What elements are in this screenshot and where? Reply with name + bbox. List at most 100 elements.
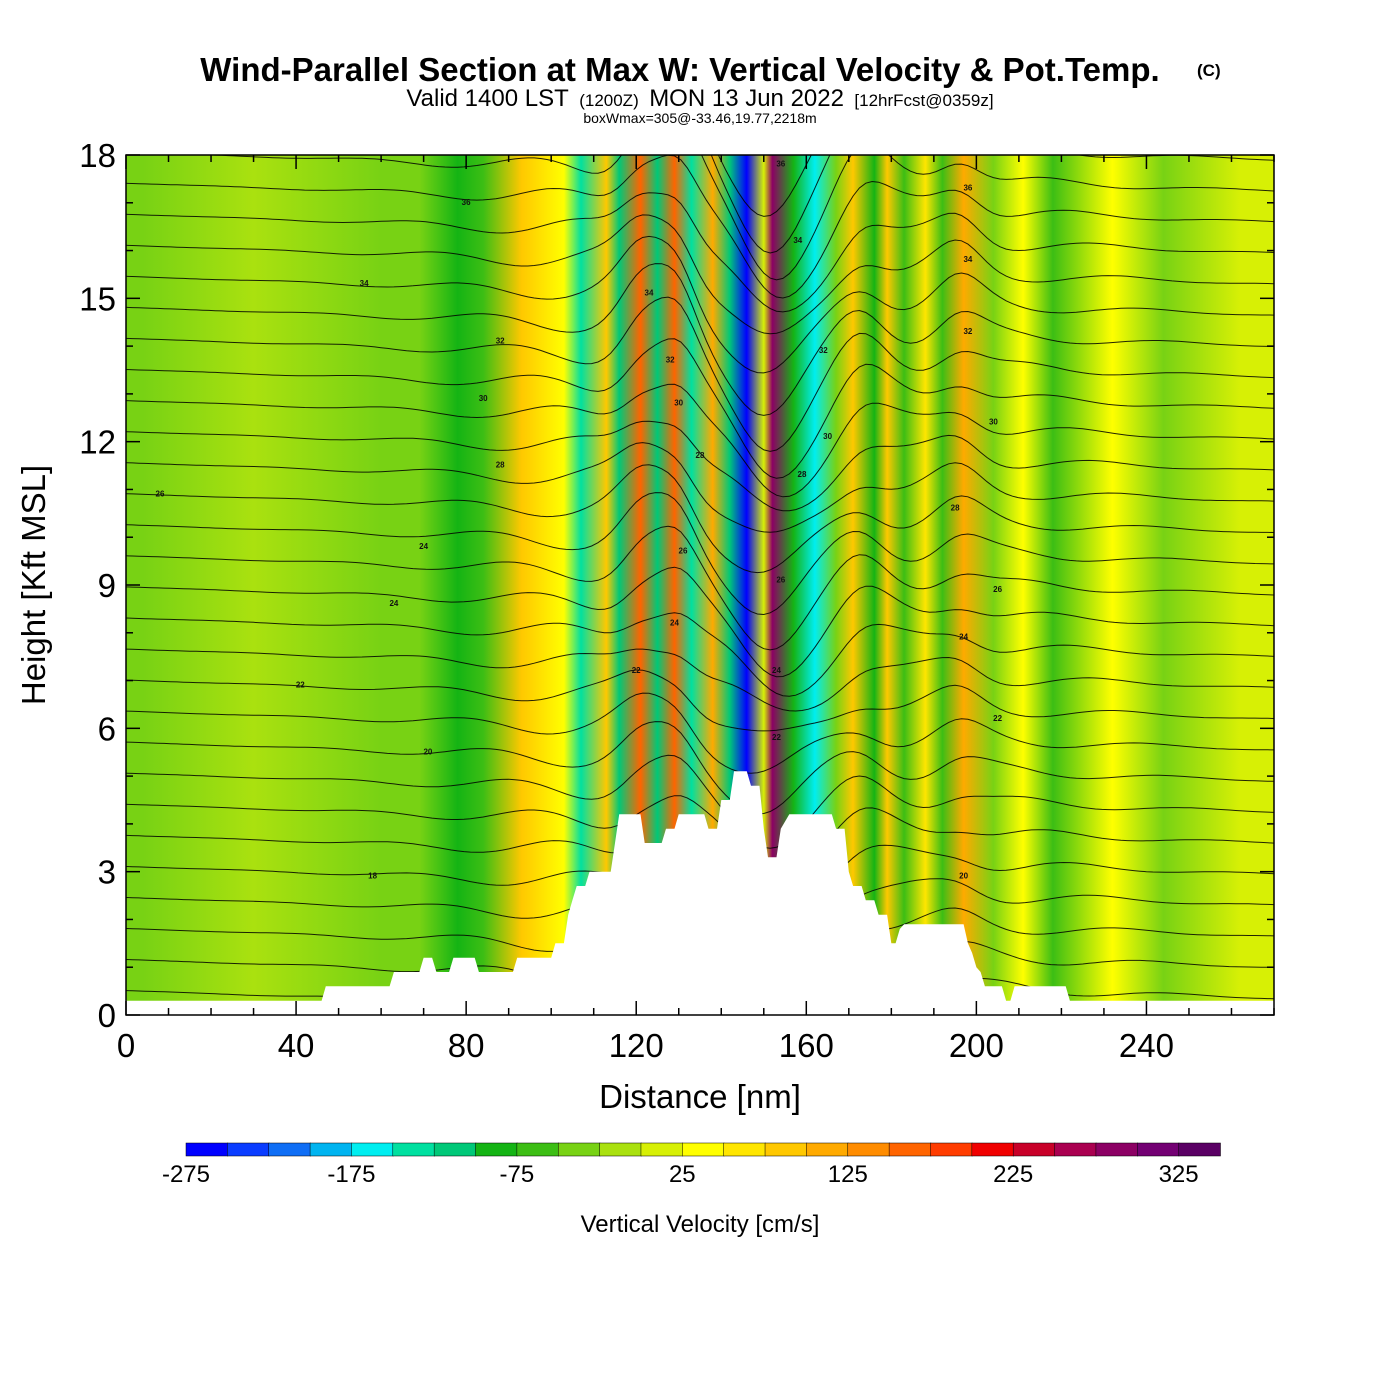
theta-label-5: 18 (368, 872, 377, 881)
colorbar-swatch (227, 1142, 270, 1157)
theta-label-20: 32 (819, 346, 828, 355)
theta-contour-13 (126, 648, 1274, 712)
colorbar-swatch (1012, 1142, 1056, 1157)
theta-label-18: 36 (776, 160, 785, 169)
y-axis-label: Height [Kft MSL] (15, 465, 52, 705)
colorbar-swatch (599, 1142, 642, 1157)
theta-contour-19 (126, 442, 1274, 533)
theta-label-32: 24 (959, 633, 968, 642)
x-axis-ticks: 0 40 80 120 160 200 240 (117, 155, 1275, 1064)
y-tick-label: 0 (98, 997, 116, 1034)
theta-label-30: 28 (951, 504, 960, 513)
theta-label-23: 26 (776, 575, 785, 584)
theta-contour-18 (126, 464, 1274, 574)
theta-contour-25 (126, 235, 1274, 374)
colorbar-swatch (351, 1142, 394, 1157)
theta-label-17: 22 (632, 666, 641, 675)
colorbar-swatch (1054, 1142, 1097, 1157)
x-axis-label: Distance [nm] (599, 1078, 801, 1115)
theta-contour-15 (126, 566, 1274, 678)
x-tick-label: 160 (779, 1027, 834, 1064)
theta-label-25: 22 (772, 733, 781, 742)
theta-contour-16 (126, 525, 1274, 651)
colorbar-swatch (723, 1142, 766, 1157)
theta-label-24: 24 (772, 666, 781, 675)
colorbar-swatch (185, 1142, 229, 1157)
theta-label-26: 36 (963, 184, 972, 193)
theta-contour-20 (126, 420, 1274, 512)
subtitle-date: MON 13 Jun 2022 (649, 85, 844, 112)
theta-label-33: 22 (993, 714, 1002, 723)
theta-contour-12 (126, 669, 1274, 732)
plot-area: 26 24 24 22 20 18 36 34 32 30 28 34 32 30 28 26 24 22 36 34… (126, 155, 1274, 1015)
theta-label-2: 24 (389, 599, 398, 608)
theta-label-13: 30 (674, 399, 683, 408)
colorbar-tick-label: -275 (162, 1161, 210, 1188)
x-tick-label: 0 (117, 1027, 135, 1064)
x-tick-label: 40 (278, 1027, 315, 1064)
colorbar-swatch (640, 1142, 684, 1157)
colorbar-tick-label: -75 (500, 1161, 535, 1188)
chart-title: Wind-Parallel Section at Max W: Vertical… (200, 51, 1159, 88)
theta-label-22: 28 (798, 470, 807, 479)
colorbar-swatch (309, 1142, 353, 1157)
terrain (126, 771, 1274, 1015)
colorbar-swatch (268, 1142, 311, 1157)
x-tick-label: 120 (609, 1027, 664, 1064)
colorbar-swatch (806, 1142, 849, 1157)
theta-label-19: 34 (793, 236, 802, 245)
theta-contour-26 (126, 214, 1274, 335)
theta-label-3: 22 (296, 680, 305, 689)
theta-label-11: 34 (645, 289, 654, 298)
y-tick-label: 18 (79, 137, 116, 174)
subtitle-utc: (1200Z) (579, 91, 639, 110)
colorbar (185, 1142, 1221, 1157)
colorbar-swatch (930, 1142, 973, 1157)
colorbar-swatch (1178, 1142, 1221, 1157)
theta-contour-8 (126, 795, 1274, 877)
theta-label-8: 32 (496, 336, 505, 345)
theta-label-0: 26 (156, 489, 165, 498)
colorbar-tick-label: 25 (669, 1161, 696, 1188)
theta-label-29: 30 (989, 418, 998, 427)
theta-label-1: 24 (419, 542, 428, 551)
theta-label-16: 24 (670, 618, 679, 627)
colorbar-swatch (971, 1142, 1014, 1157)
theta-contour-23 (126, 296, 1274, 452)
x-tick-label: 200 (949, 1027, 1004, 1064)
copyright-mark: (C) (1197, 61, 1221, 80)
colorbar-swatch (433, 1142, 477, 1157)
subtitle-forecast: [12hrFcst@0359z] (854, 91, 993, 110)
theta-contour-22 (126, 338, 1274, 479)
theta-label-34: 20 (959, 872, 968, 881)
colorbar-tick-label: 325 (1159, 1161, 1199, 1188)
colorbar-tick-label: 225 (993, 1161, 1033, 1188)
colorbar-swatch (557, 1142, 601, 1157)
colorbar-swatch (847, 1142, 890, 1157)
colorbar-swatch (888, 1142, 932, 1157)
theta-contour-9 (126, 754, 1274, 849)
subtitle-boxwmax: boxWmax=305@-33.46,19.77,2218m (583, 110, 816, 126)
theta-label-14: 28 (696, 451, 705, 460)
theta-contour-27 (126, 192, 1274, 313)
subtitle-line: Valid 1400 LST (1200Z) MON 13 Jun 2022 [… (406, 85, 993, 112)
colorbar-tick-label: 125 (828, 1161, 868, 1188)
colorbar-swatch (764, 1142, 808, 1157)
colorbar-label: Vertical Velocity [cm/s] (581, 1211, 820, 1238)
x-tick-label: 80 (448, 1027, 485, 1064)
theta-contour-14 (126, 612, 1274, 697)
colorbar-tick-labels: -275 -175 -75 25 125 225 325 (162, 1161, 1199, 1188)
theta-label-27: 34 (963, 255, 972, 264)
colorbar-swatch (1137, 1142, 1180, 1157)
theta-label-28: 32 (963, 327, 972, 336)
theta-label-7: 34 (360, 279, 369, 288)
colorbar-swatch (392, 1142, 435, 1157)
y-tick-label: 6 (98, 710, 116, 747)
colorbar-tick-label: -175 (327, 1161, 375, 1188)
colorbar-swatch (516, 1142, 559, 1157)
theta-contour-29 (200, 155, 1274, 281)
theta-contour-21 (126, 383, 1274, 498)
theta-label-4: 20 (423, 747, 432, 756)
